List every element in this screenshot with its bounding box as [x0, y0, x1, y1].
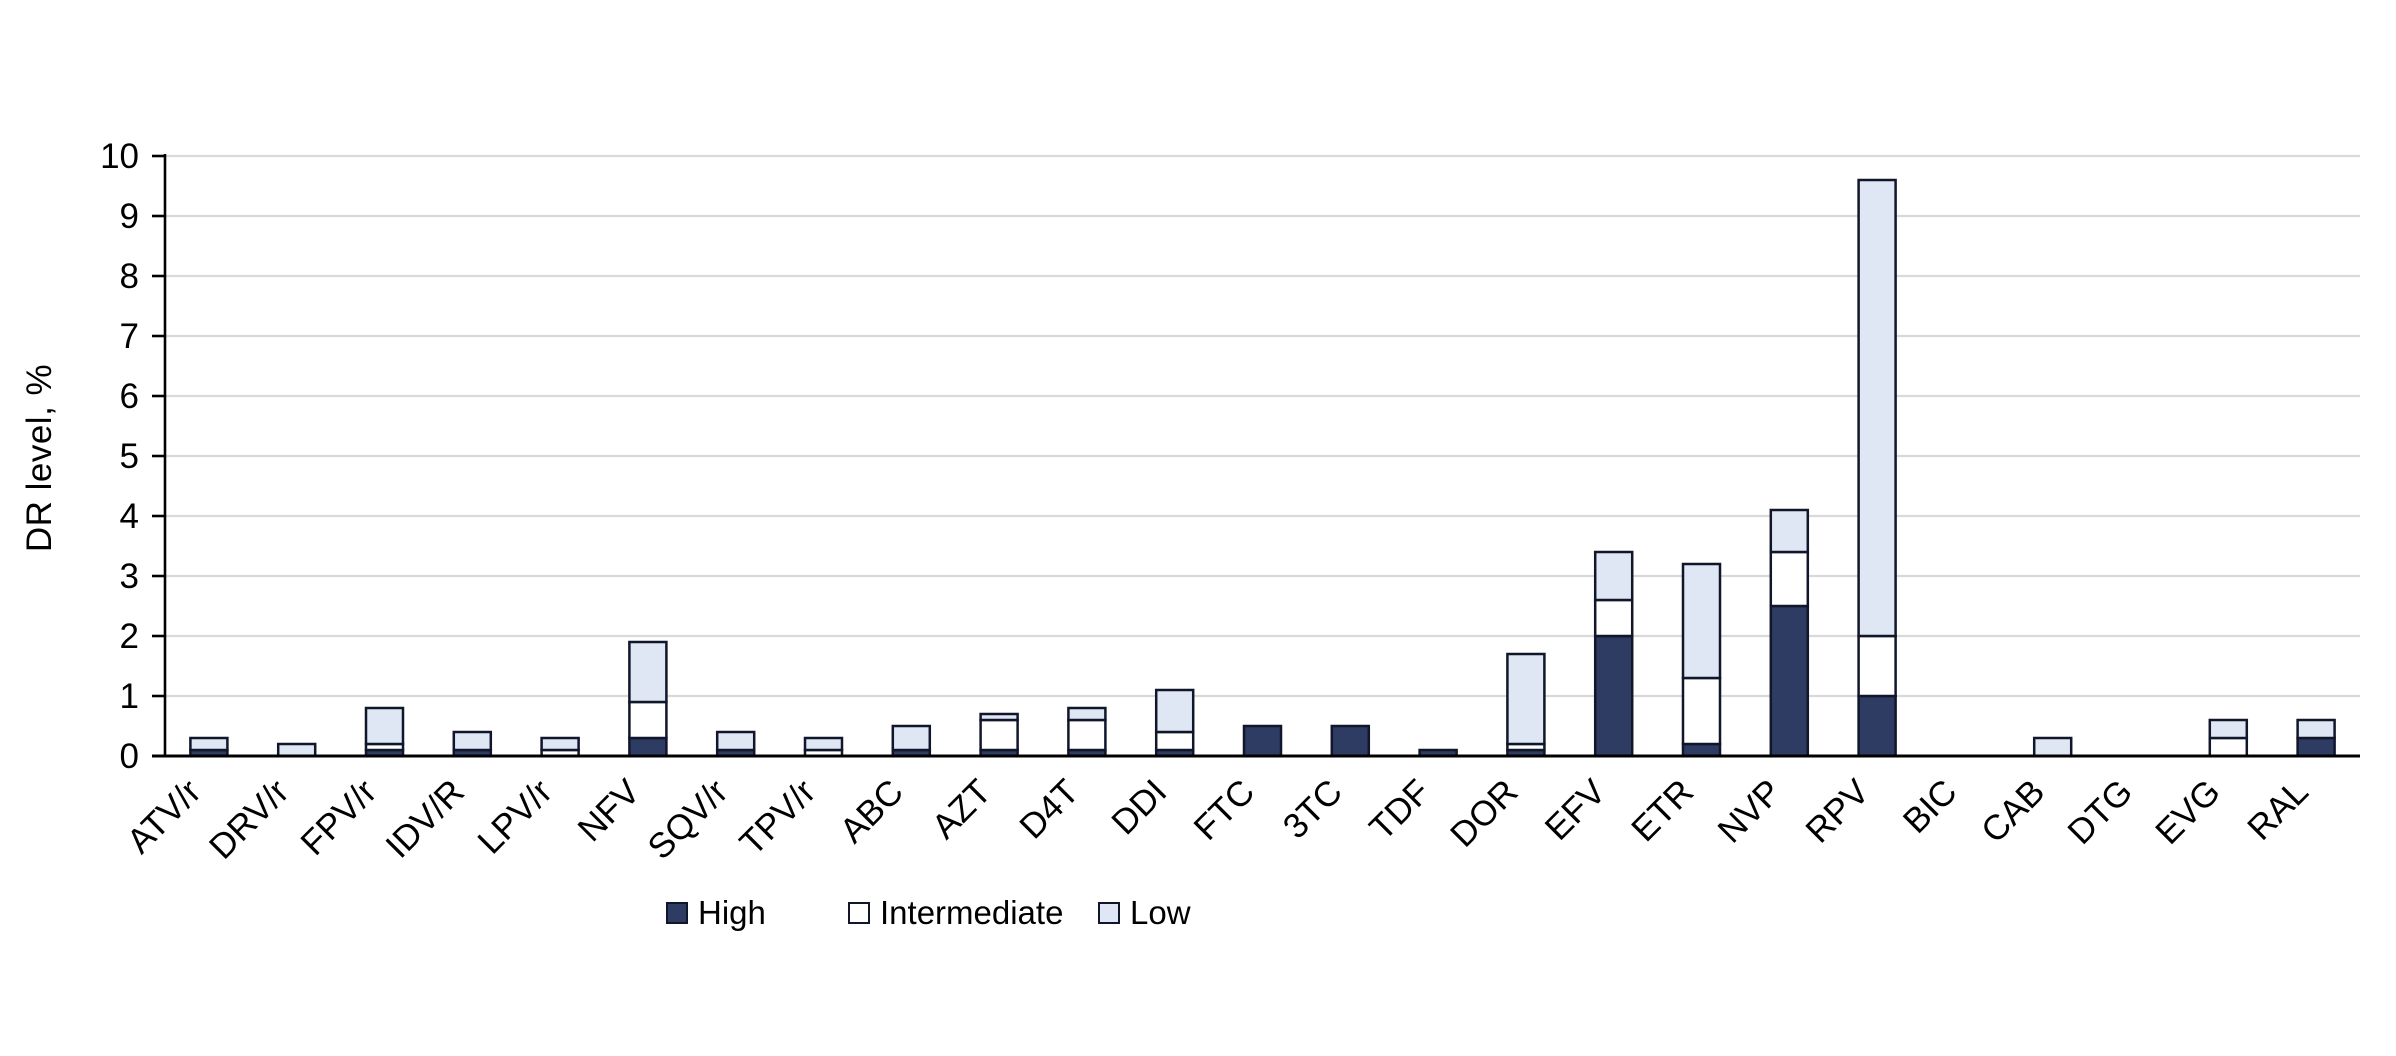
y-tick-label: 8	[120, 257, 139, 296]
x-axis-label-EVG: EVG	[2148, 772, 2228, 852]
x-axis-label-DTG: DTG	[2060, 772, 2140, 852]
chart-legend: High Intermediate Low	[0, 894, 2396, 944]
bar-segment-high-3TC	[1330, 724, 1371, 758]
x-axis-label-RAL: RAL	[2240, 772, 2316, 848]
legend-swatch-high	[666, 902, 688, 924]
x-axis-label-IDV/R: IDV/R	[378, 772, 472, 866]
bar-segment-low-DDI	[1154, 688, 1195, 734]
y-tick-label: 4	[120, 497, 139, 536]
bar-segment-low-DRV/r	[276, 742, 317, 758]
x-axis-label-3TC: 3TC	[1276, 772, 1350, 846]
y-tick-label: 5	[120, 437, 139, 476]
legend-swatch-intermediate	[848, 902, 870, 924]
legend-item-high: High	[666, 894, 766, 932]
bar-segment-low-FPV/r	[364, 706, 405, 746]
x-axis-label-SQV/r: SQV/r	[640, 772, 735, 867]
x-axis-label-DRV/r: DRV/r	[202, 772, 297, 867]
y-tick-label: 9	[120, 197, 139, 236]
bar-segment-low-NVP	[1769, 508, 1810, 554]
legend-label-low: Low	[1130, 894, 1191, 931]
bar-segment-intermediate-EVG	[2208, 736, 2249, 758]
bar-segment-low-EFV	[1593, 550, 1634, 602]
x-axis-label-FPV/r: FPV/r	[293, 772, 384, 863]
x-axis-label-ATV/r: ATV/r	[120, 772, 209, 861]
x-axis-label-D4T: D4T	[1012, 772, 1086, 846]
bar-segment-low-ABC	[891, 724, 932, 752]
x-axis-label-FTC: FTC	[1186, 772, 1262, 848]
bar-segment-low-ATV/r	[189, 736, 229, 752]
bar-segment-intermediate-NFV	[628, 700, 668, 740]
x-axis-label-TPV/r: TPV/r	[732, 772, 823, 863]
bar-segment-low-ETR	[1681, 562, 1722, 680]
bar-segment-low-D4T	[1067, 706, 1107, 722]
bar-segment-high-RPV	[1857, 694, 1897, 758]
x-axis-label-DDI: DDI	[1104, 772, 1174, 842]
y-axis-title: DR level, %	[20, 363, 59, 553]
bar-segment-high-EFV	[1593, 634, 1634, 758]
legend-swatch-low	[1098, 902, 1120, 924]
bar-segment-low-RAL	[2296, 718, 2336, 740]
x-axis-label-DOR: DOR	[1443, 772, 1526, 855]
x-axis-label-ABC: ABC	[832, 772, 910, 850]
bar-segment-low-SQV/r	[715, 730, 756, 752]
y-tick-label: 3	[120, 557, 139, 596]
bar-segment-low-NFV	[628, 640, 668, 704]
y-tick-label: 7	[120, 317, 139, 356]
bar-segment-low-EVG	[2208, 718, 2249, 740]
y-tick-label: 1	[120, 677, 139, 716]
bar-segment-high-ETR	[1681, 742, 1722, 758]
bar-segment-high-NVP	[1769, 604, 1810, 758]
x-axis-label-LPV/r: LPV/r	[470, 772, 560, 862]
bar-segment-intermediate-D4T	[1067, 718, 1107, 752]
bar-segment-low-AZT	[979, 712, 1019, 722]
bar-segment-low-TPV/r	[803, 736, 844, 752]
legend-label-intermediate: Intermediate	[880, 894, 1064, 931]
x-axis-label-NFV: NFV	[570, 772, 648, 850]
x-axis-label-RPV: RPV	[1798, 772, 1877, 851]
y-tick-label: 6	[120, 377, 139, 416]
y-tick-label: 0	[120, 737, 139, 776]
bar-segment-intermediate-ETR	[1681, 676, 1722, 746]
bar-segment-low-RPV	[1857, 178, 1897, 638]
legend-label-high: High	[698, 894, 766, 931]
bar-segment-intermediate-DDI	[1154, 730, 1195, 752]
y-tick-label: 10	[100, 137, 139, 176]
x-axis-label-BIC: BIC	[1896, 772, 1965, 841]
bar-segment-intermediate-RPV	[1857, 634, 1897, 698]
bar-segment-low-DOR	[1506, 652, 1546, 746]
bar-segment-intermediate-NVP	[1769, 550, 1810, 608]
legend-item-intermediate: Intermediate	[848, 894, 1063, 932]
x-axis-label-TDF: TDF	[1362, 772, 1438, 848]
y-tick-label: 2	[120, 617, 139, 656]
x-axis-label-EFV: EFV	[1538, 772, 1614, 848]
bar-segment-low-LPV/r	[540, 736, 580, 752]
bar-segment-intermediate-EFV	[1593, 598, 1634, 638]
x-axis-label-AZT: AZT	[924, 772, 998, 846]
x-axis-label-ETR: ETR	[1624, 772, 1701, 849]
x-axis-label-CAB: CAB	[1974, 772, 2052, 850]
bar-segment-high-RAL	[2296, 736, 2336, 758]
bar-segment-low-IDV/R	[452, 730, 493, 752]
bar-segment-low-CAB	[2032, 736, 2073, 758]
bar-segment-intermediate-AZT	[979, 718, 1019, 752]
bar-segment-high-NFV	[628, 736, 668, 758]
x-axis-label-NVP: NVP	[1710, 772, 1788, 850]
bar-segment-high-FTC	[1242, 724, 1283, 758]
legend-item-low: Low	[1098, 894, 1191, 932]
